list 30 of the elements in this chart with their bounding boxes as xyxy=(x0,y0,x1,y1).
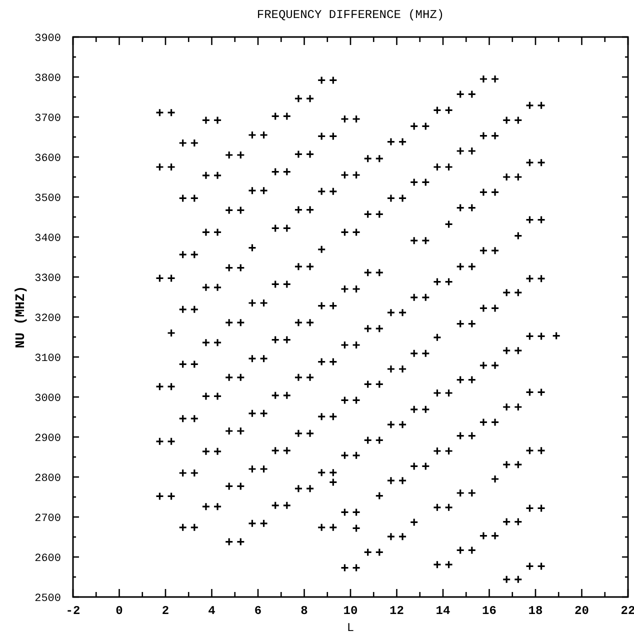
y-tick-label: 2900 xyxy=(34,432,61,445)
x-tick-label: 8 xyxy=(300,604,308,618)
y-tick-label: 3800 xyxy=(34,72,61,85)
y-tick-label: 3200 xyxy=(34,312,61,325)
y-tick-label: 3400 xyxy=(34,232,61,245)
x-axis-title: L xyxy=(346,621,354,635)
y-tick-label: 3100 xyxy=(34,352,61,365)
x-tick-label: 4 xyxy=(208,604,216,618)
chart-title: FREQUENCY DIFFERENCE (MHZ) xyxy=(256,8,444,22)
x-tick-label: -2 xyxy=(66,604,80,618)
y-tick-label: 2800 xyxy=(34,472,61,485)
y-tick-label: 2500 xyxy=(34,592,61,605)
x-tick-label: 18 xyxy=(528,604,543,618)
y-tick-label: 2600 xyxy=(34,552,61,565)
y-tick-label: 3700 xyxy=(34,112,61,125)
x-tick-label: 12 xyxy=(390,604,404,618)
x-tick-label: 10 xyxy=(343,604,358,618)
y-tick-label: 3300 xyxy=(34,272,61,285)
y-tick-label: 3900 xyxy=(34,32,61,45)
x-tick-label: 6 xyxy=(254,604,262,618)
x-tick-label: 2 xyxy=(162,604,170,618)
y-tick-label: 3500 xyxy=(34,192,61,205)
x-tick-label: 16 xyxy=(482,604,496,618)
x-tick-label: 14 xyxy=(436,604,450,618)
y-tick-label: 2700 xyxy=(34,512,61,525)
x-tick-label: 0 xyxy=(116,604,123,618)
y-tick-label: 3000 xyxy=(34,392,61,405)
y-axis-title: NU (MHZ) xyxy=(13,286,28,348)
x-tick-label: 20 xyxy=(574,604,589,618)
y-tick-label: 3600 xyxy=(34,152,61,165)
